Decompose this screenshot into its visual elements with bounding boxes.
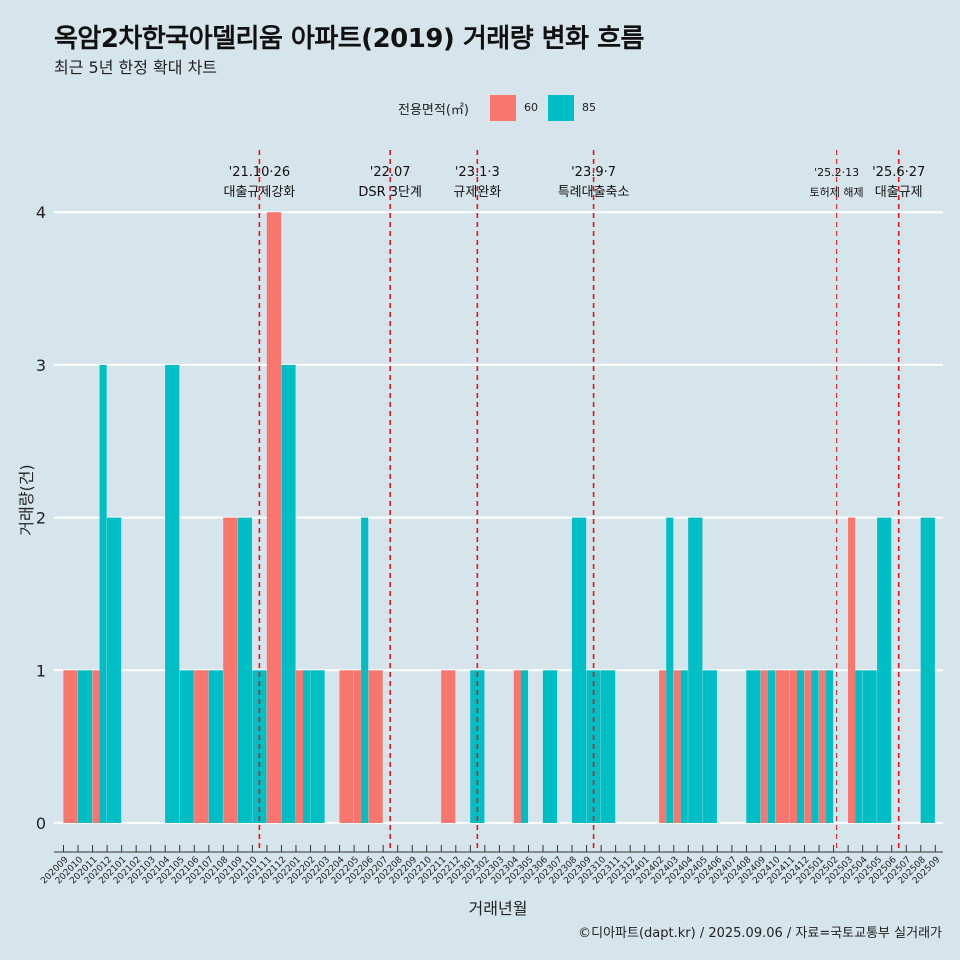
bar-85 bbox=[702, 670, 717, 823]
bar-60 bbox=[354, 670, 362, 823]
event-label: 규제완화 bbox=[453, 185, 501, 200]
bar-85 bbox=[855, 670, 863, 823]
bar-60 bbox=[441, 670, 456, 823]
bar-85 bbox=[77, 670, 93, 823]
bar-85 bbox=[165, 364, 180, 823]
bar-60 bbox=[339, 670, 354, 823]
event-label: 특례대출축소 bbox=[558, 185, 630, 200]
bar-60 bbox=[659, 670, 667, 823]
y-tick-label: 2 bbox=[36, 509, 46, 528]
bar-85 bbox=[106, 517, 122, 823]
bar-60 bbox=[295, 670, 303, 823]
bar-85 bbox=[797, 670, 805, 823]
bar-60 bbox=[513, 670, 521, 823]
event-date: '25.2·13 bbox=[814, 166, 859, 179]
bar-85 bbox=[680, 670, 688, 823]
bar-60 bbox=[848, 517, 856, 823]
event-date: '21.10·26 bbox=[229, 165, 290, 180]
bar-60 bbox=[92, 670, 100, 823]
bar-60 bbox=[266, 212, 282, 823]
legend-label-60: 60 bbox=[524, 101, 538, 114]
event-label: 대출규제강화 bbox=[224, 185, 296, 200]
bar-85 bbox=[281, 364, 296, 823]
bar-60 bbox=[760, 670, 768, 823]
bar-60 bbox=[63, 670, 78, 823]
bar-60 bbox=[673, 670, 681, 823]
y-tick-label: 4 bbox=[36, 203, 46, 222]
bar-85 bbox=[302, 670, 311, 823]
bar-60 bbox=[194, 670, 209, 823]
caption: ©디아파트(dapt.kr) / 2025.09.06 / 자료=국토교통부 실… bbox=[578, 926, 942, 941]
event-label: 대출규제 bbox=[875, 185, 923, 200]
event-date: '23.9·7 bbox=[571, 165, 616, 180]
chart-subtitle: 최근 5년 한정 확대 차트 bbox=[54, 58, 218, 77]
chart-title: 옥암2차한국아델리움 아파트(2019) 거래량 변화 흐름 bbox=[54, 24, 644, 54]
bar-85 bbox=[237, 517, 252, 823]
legend: 전용면적(㎡) 60 85 bbox=[0, 92, 960, 122]
bar-85 bbox=[666, 517, 674, 823]
bar-85 bbox=[361, 517, 369, 823]
bar-85 bbox=[877, 517, 892, 823]
bar-85 bbox=[767, 670, 776, 823]
bar-85 bbox=[208, 670, 223, 823]
bar-85 bbox=[826, 670, 834, 823]
event-date: '22.07 bbox=[370, 165, 411, 180]
event-date: '23.1·3 bbox=[455, 165, 500, 180]
bar-85 bbox=[601, 670, 616, 823]
bar-85 bbox=[688, 517, 703, 823]
bar-85 bbox=[310, 670, 325, 823]
bar-85 bbox=[179, 670, 194, 823]
bar-85 bbox=[920, 517, 935, 823]
bar-85 bbox=[571, 517, 587, 823]
y-axis-title: 거래량(건) bbox=[17, 464, 36, 535]
legend-title: 전용면적(㎡) bbox=[398, 103, 469, 118]
legend-swatch-60 bbox=[490, 95, 516, 121]
y-tick-label: 3 bbox=[36, 356, 46, 375]
event-label: DSR 3단계 bbox=[358, 185, 422, 200]
bar-60 bbox=[804, 670, 812, 823]
bar-85 bbox=[746, 670, 761, 823]
bar-85 bbox=[811, 670, 819, 823]
bar-60 bbox=[223, 517, 238, 823]
bar-85 bbox=[99, 364, 107, 823]
bar-85 bbox=[862, 670, 877, 823]
bar-85 bbox=[520, 670, 529, 823]
y-tick-label: 0 bbox=[36, 814, 46, 833]
bar-85 bbox=[542, 670, 558, 823]
event-date: '25.6·27 bbox=[872, 165, 925, 180]
legend-label-85: 85 bbox=[582, 101, 596, 114]
x-axis-title: 거래년월 bbox=[469, 899, 528, 918]
bar-60 bbox=[789, 670, 797, 823]
legend-swatch-85 bbox=[548, 95, 574, 121]
bar-60 bbox=[368, 670, 383, 823]
bar-60 bbox=[818, 670, 827, 823]
event-label: 토허제 해제 bbox=[810, 185, 864, 199]
y-tick-label: 1 bbox=[36, 661, 46, 680]
bar-60 bbox=[775, 670, 790, 823]
